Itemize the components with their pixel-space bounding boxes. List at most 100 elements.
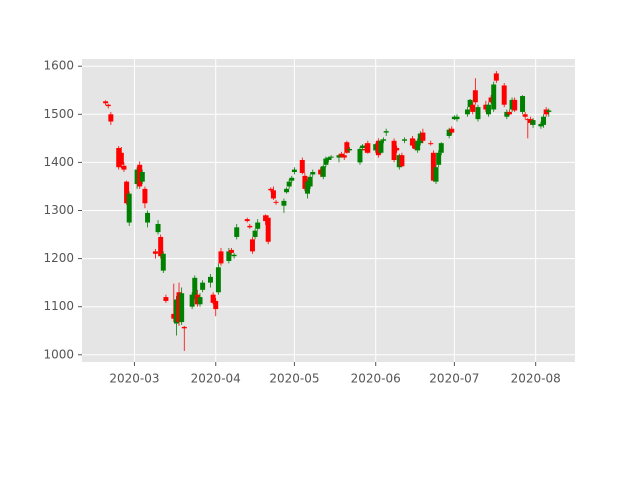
candle-body <box>341 155 347 158</box>
candle-body <box>299 160 305 173</box>
candle-body <box>121 165 127 170</box>
candle-body <box>464 109 470 115</box>
candle-body <box>346 148 352 151</box>
candle-body <box>249 239 255 252</box>
candle-body <box>501 85 507 105</box>
candle-body <box>142 188 148 204</box>
candle-body <box>247 225 253 228</box>
candle-body <box>357 148 363 163</box>
candle-body <box>208 276 213 283</box>
y-tick-label: 1100 <box>43 299 74 313</box>
candle-body <box>226 251 232 261</box>
candle-body <box>438 143 444 153</box>
candle-body <box>171 313 177 319</box>
candle-body <box>281 200 287 206</box>
candle-body <box>176 292 182 323</box>
x-tick-label: 2020-06 <box>351 372 401 386</box>
candle-body <box>194 294 200 305</box>
candle-body <box>378 140 384 153</box>
y-tick-label: 1600 <box>43 59 74 73</box>
candle-body <box>231 254 237 257</box>
candle-body <box>538 123 544 127</box>
x-tick-label: 2020-03 <box>109 372 159 386</box>
candle-body <box>436 152 442 165</box>
candle-body <box>449 128 455 133</box>
candle-body <box>522 114 528 117</box>
candle-body <box>360 145 366 148</box>
candle-body <box>265 217 271 242</box>
candle-body <box>305 181 311 194</box>
candle-body <box>124 181 130 204</box>
candle-body <box>546 110 552 112</box>
candle-body <box>365 143 371 153</box>
candle-body <box>160 253 166 271</box>
candle-body <box>543 109 549 115</box>
candle-body <box>126 193 132 223</box>
candle-body <box>328 156 334 158</box>
candle-body <box>402 139 408 141</box>
candle-body <box>215 267 221 293</box>
candle-body <box>108 114 114 122</box>
candle-body <box>375 140 381 156</box>
candle-body <box>420 132 426 141</box>
candle-body <box>192 277 198 298</box>
candle-body <box>139 172 145 182</box>
candle-body <box>483 104 489 110</box>
candle-body <box>394 147 400 151</box>
candle-body <box>467 99 473 108</box>
candle-body <box>155 223 161 233</box>
candle-body <box>525 119 531 121</box>
candle-body <box>509 99 515 110</box>
candle-body <box>520 96 526 112</box>
candle-body <box>430 152 436 181</box>
candle-body <box>284 188 290 193</box>
candle-body <box>493 73 499 81</box>
candle-body <box>189 294 195 307</box>
candle-body <box>197 297 203 305</box>
candle-body <box>213 300 219 310</box>
candle-body <box>391 140 397 160</box>
candle-body <box>326 157 331 160</box>
candle-body <box>320 166 326 177</box>
candle-body <box>210 294 216 303</box>
candle-body <box>541 116 547 125</box>
candle-body <box>103 101 109 104</box>
candle-body <box>475 107 481 120</box>
candle-body <box>409 138 415 146</box>
candle-body <box>173 299 179 324</box>
candle-body <box>137 164 143 187</box>
candle-body <box>234 227 240 237</box>
x-tick-label: 2020-04 <box>191 372 241 386</box>
candle-body <box>302 175 308 189</box>
candle-body <box>415 140 421 151</box>
candle-body <box>268 188 274 191</box>
candle-body <box>105 104 111 107</box>
candle-body <box>286 181 292 187</box>
candle-body <box>396 155 402 168</box>
candle-body <box>181 326 187 329</box>
candle-body <box>362 148 368 151</box>
candle-body <box>270 190 276 199</box>
candle-body <box>433 167 439 182</box>
y-tick-label: 1000 <box>43 347 74 361</box>
y-tick-label: 1200 <box>43 251 74 265</box>
y-tick-label: 1400 <box>43 155 74 169</box>
candle-body <box>488 97 494 103</box>
candle-body <box>383 131 389 133</box>
candle-body <box>307 176 313 187</box>
candle-body <box>472 90 478 103</box>
candle-body <box>273 201 279 203</box>
candle-body <box>339 153 345 157</box>
candle-body <box>145 212 151 223</box>
candle-body <box>454 116 460 120</box>
candle-body <box>506 111 512 115</box>
candle-body <box>116 147 122 168</box>
candle-body <box>291 169 297 173</box>
candle-body <box>417 133 423 144</box>
candle-body <box>218 251 224 264</box>
x-tick-label: 2020-05 <box>269 372 319 386</box>
y-tick-label: 1300 <box>43 203 74 217</box>
candle-body <box>512 99 518 111</box>
